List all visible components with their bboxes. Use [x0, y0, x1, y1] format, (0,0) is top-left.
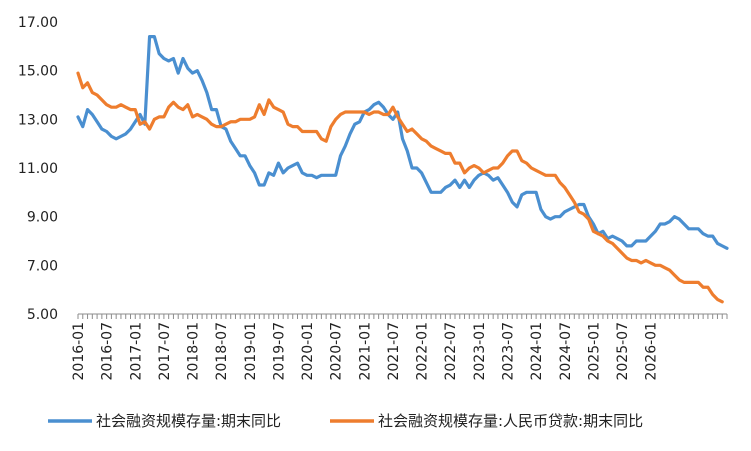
y-axis: 5.00 7.00 9.00 11.00 13.00 15.00 17.00 [18, 15, 58, 323]
x-tick-label: 2024-07 [558, 322, 574, 381]
x-tick-label: 2024-01 [529, 322, 545, 381]
legend-label-total-social-financing: 社会融资规模存量:期末同比 [96, 412, 281, 430]
x-tick-label: 2023-01 [472, 322, 488, 381]
series-line-total-social-financing [76, 34, 729, 250]
x-tick-label: 2016-07 [100, 322, 116, 381]
x-tick-label: 2017-07 [157, 322, 173, 381]
x-tick-label: 2020-07 [329, 322, 345, 381]
y-tick-label: 11.00 [18, 161, 58, 177]
x-axis: 2016-01 2016-07 2017-01 2017-07 2018-01 2018-… [71, 313, 728, 381]
series-layer [76, 34, 729, 304]
y-tick-label: 5.00 [27, 307, 58, 323]
x-tick-label: 2017-01 [128, 322, 144, 381]
x-tick-label: 2019-07 [271, 322, 287, 381]
x-tick-label: 2023-07 [500, 322, 516, 381]
x-tick-label: 2025-01 [586, 322, 602, 381]
legend: 社会融资规模存量:期末同比 社会融资规模存量:人民币贷款:期末同比 [48, 412, 643, 430]
x-tick-label: 2026-01 [644, 322, 660, 381]
x-tick-label: 2021-07 [386, 322, 402, 381]
x-tick-label: 2018-07 [214, 322, 230, 381]
x-tick-label: 2016-01 [71, 322, 87, 381]
y-tick-label: 7.00 [27, 258, 58, 274]
x-tick-label: 2025-07 [615, 322, 631, 381]
x-tick-label: 2020-01 [300, 322, 316, 381]
legend-label-rmb-loans: 社会融资规模存量:人民币贷款:期末同比 [378, 412, 643, 430]
y-tick-label: 15.00 [18, 64, 58, 80]
y-tick-label: 9.00 [27, 210, 58, 226]
x-tick-label: 2022-01 [415, 322, 431, 381]
y-tick-label: 13.00 [18, 112, 58, 128]
y-tick-label: 17.00 [18, 15, 58, 31]
series-line-rmb-loans [76, 71, 724, 304]
x-tick-label: 2022-07 [443, 322, 459, 381]
x-tick-label: 2018-01 [186, 322, 202, 381]
x-tick-label: 2021-01 [357, 322, 373, 381]
x-tick-label: 2019-01 [243, 322, 259, 381]
